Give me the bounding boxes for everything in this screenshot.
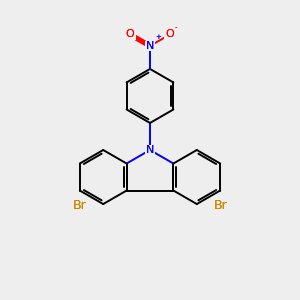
Text: +: + [155, 34, 161, 40]
FancyBboxPatch shape [211, 199, 230, 212]
Text: -: - [175, 24, 177, 30]
FancyBboxPatch shape [125, 29, 136, 40]
Text: Br: Br [73, 199, 87, 212]
Text: O: O [166, 29, 174, 40]
Text: O: O [166, 29, 174, 40]
Text: Br: Br [213, 199, 227, 212]
FancyBboxPatch shape [164, 29, 175, 40]
Text: Br: Br [73, 199, 87, 212]
FancyBboxPatch shape [145, 40, 155, 51]
FancyBboxPatch shape [70, 199, 89, 212]
Text: +: + [155, 34, 161, 40]
FancyBboxPatch shape [145, 145, 155, 155]
Text: N: N [146, 145, 154, 155]
Text: Br: Br [213, 199, 227, 212]
Text: O: O [126, 29, 134, 40]
Text: -: - [175, 24, 177, 30]
Text: N: N [146, 41, 154, 51]
Text: O: O [126, 29, 134, 40]
Text: N: N [146, 41, 154, 51]
Text: N: N [146, 145, 154, 155]
